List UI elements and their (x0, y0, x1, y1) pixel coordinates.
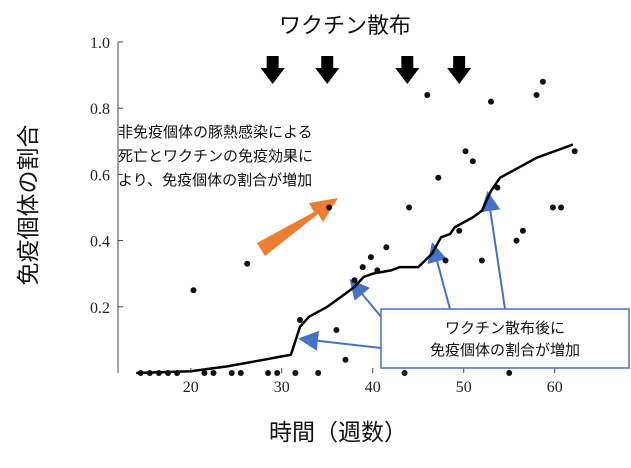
data-point (326, 204, 333, 211)
data-point (406, 204, 413, 211)
data-point (435, 174, 442, 181)
annotation-note-line: 非免疫個体の豚熱感染による (118, 123, 313, 141)
pointer-arrow (480, 191, 506, 310)
data-point (513, 237, 520, 244)
data-point (469, 158, 476, 165)
x-tick-label: 60 (547, 379, 563, 396)
y-tick-label: 0.8 (90, 101, 110, 118)
vaccination-arrow (315, 56, 340, 84)
y-tick-label: 1.0 (90, 35, 110, 52)
data-point (494, 184, 501, 191)
data-point (383, 244, 390, 251)
data-point (367, 254, 374, 261)
y-tick-label: 0.4 (90, 234, 110, 251)
data-point (274, 370, 281, 376)
x-tick-label: 50 (456, 379, 472, 396)
annotation-note-line: より、免疫個体の割合が増加 (118, 171, 312, 189)
data-point (165, 370, 171, 376)
data-point (297, 317, 303, 323)
data-point (456, 227, 463, 234)
y-ticks: 0.2 0.4 0.6 0.8 1.0 (90, 35, 123, 317)
data-point (155, 370, 162, 376)
data-point (519, 227, 526, 234)
annotation-box-frame (380, 308, 630, 369)
vaccination-arrow (395, 56, 420, 84)
data-point (333, 327, 340, 333)
x-ticks: 20 30 40 50 60 (183, 368, 563, 396)
x-tick-label: 40 (365, 379, 381, 396)
data-point (228, 370, 235, 376)
vaccination-arrows (260, 56, 472, 84)
highlight-arrow (257, 198, 338, 256)
annotation-note-line: 死亡とワクチンの免疫効果に (118, 147, 313, 165)
y-tick-label: 0.6 (90, 167, 110, 184)
data-point (137, 370, 144, 376)
data-point (374, 267, 381, 274)
data-point (292, 370, 299, 376)
data-point (210, 370, 217, 376)
data-point (424, 92, 431, 98)
data-point (533, 92, 540, 98)
data-point (244, 260, 251, 267)
data-point (342, 356, 349, 363)
data-point (462, 148, 469, 155)
pointer-arrow (298, 330, 382, 351)
data-point (174, 370, 181, 376)
data-point (442, 257, 449, 264)
y-tick-label: 0.2 (90, 300, 110, 317)
data-point (237, 370, 244, 376)
data-point (571, 148, 578, 155)
annotation-box-line: 免疫個体の割合が増加 (430, 341, 580, 359)
data-point (549, 204, 556, 211)
data-point (351, 277, 358, 284)
pointer-arrow (427, 242, 451, 310)
x-tick-label: 30 (274, 379, 290, 396)
data-point (539, 78, 546, 85)
data-points (137, 78, 578, 376)
data-point (506, 370, 513, 376)
data-point (201, 370, 208, 376)
data-point (190, 287, 197, 294)
x-tick-label: 20 (183, 379, 199, 396)
data-point (401, 370, 408, 376)
annotation-box-line: ワクチン散布後に (445, 319, 565, 337)
vaccination-arrow (447, 56, 472, 84)
data-point (359, 264, 366, 271)
data-point (315, 370, 322, 376)
x-axis-label: 時間（週数） (269, 420, 407, 446)
data-point (558, 204, 565, 211)
data-point (146, 370, 153, 376)
data-point (478, 257, 485, 264)
data-point (488, 98, 494, 105)
vaccination-arrow (260, 56, 285, 84)
data-point (265, 370, 272, 376)
chart-title: ワクチン散布 (279, 14, 411, 39)
y-axis-label: 免疫個体の割合 (16, 125, 42, 286)
trend-line (136, 143, 574, 375)
